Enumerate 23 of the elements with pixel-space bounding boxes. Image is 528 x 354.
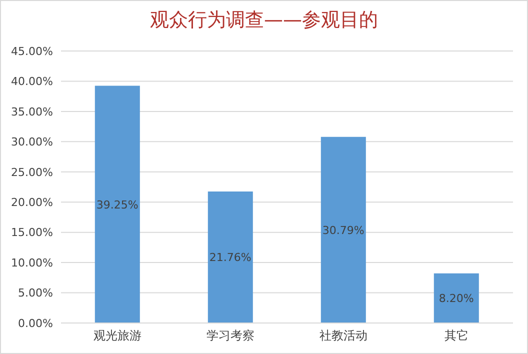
data-label: 30.79% [322,224,364,237]
x-tick-label: 社教活动 [320,328,368,343]
chart-title: 观众行为调查——参观目的 [149,8,379,33]
bar [320,136,366,323]
y-tick-label: 15.00% [11,226,53,240]
y-tick-label: 10.00% [11,256,53,270]
y-tick-label: 35.00% [11,105,53,118]
bar [208,191,253,323]
y-tick-label: 5.00% [18,286,53,300]
data-label: 39.25% [96,198,138,212]
y-tick-label: 45.00% [11,44,53,58]
data-label: 8.20% [438,292,474,306]
data-label: 21.76% [209,251,252,264]
bar [94,86,140,323]
x-tick-label: 学习考察 [206,328,254,343]
bar [434,273,479,323]
x-tick-label: 其它 [444,328,468,343]
y-tick-label: 25.00% [11,166,53,179]
y-tick-label: 0.00% [18,316,53,330]
y-tick-label: 30.00% [11,136,53,149]
y-tick-label: 20.00% [11,196,53,210]
x-tick-label: 观光旅游 [94,328,142,343]
y-tick-label: 40.00% [11,75,53,88]
